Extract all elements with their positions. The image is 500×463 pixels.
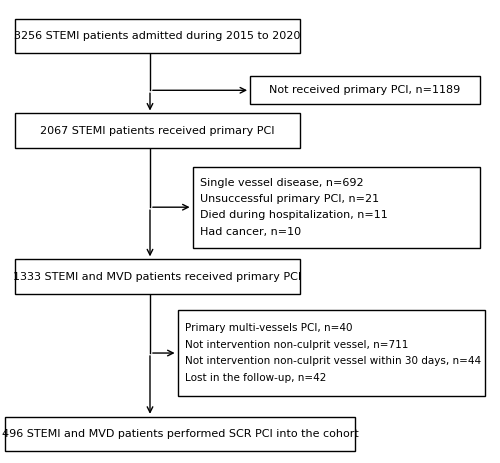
Text: 496 STEMI and MVD patients performed SCR PCI into the cohort: 496 STEMI and MVD patients performed SCR… [2,429,358,439]
FancyBboxPatch shape [5,417,355,451]
Text: 2067 STEMI patients received primary PCI: 2067 STEMI patients received primary PCI [40,126,275,136]
Text: Not received primary PCI, n=1189: Not received primary PCI, n=1189 [270,85,460,95]
FancyBboxPatch shape [15,113,300,148]
Text: Single vessel disease, n=692
Unsuccessful primary PCI, n=21
Died during hospital: Single vessel disease, n=692 Unsuccessfu… [200,178,388,237]
Text: Primary multi-vessels PCI, n=40
Not intervention non-culprit vessel, n=711
Not i: Primary multi-vessels PCI, n=40 Not inte… [185,324,481,382]
FancyBboxPatch shape [192,167,480,248]
Text: 1333 STEMI and MVD patients received primary PCI: 1333 STEMI and MVD patients received pri… [14,272,302,282]
Text: 3256 STEMI patients admitted during 2015 to 2020: 3256 STEMI patients admitted during 2015… [14,31,300,41]
FancyBboxPatch shape [15,19,300,53]
FancyBboxPatch shape [15,259,300,294]
FancyBboxPatch shape [178,310,485,396]
FancyBboxPatch shape [250,76,480,104]
